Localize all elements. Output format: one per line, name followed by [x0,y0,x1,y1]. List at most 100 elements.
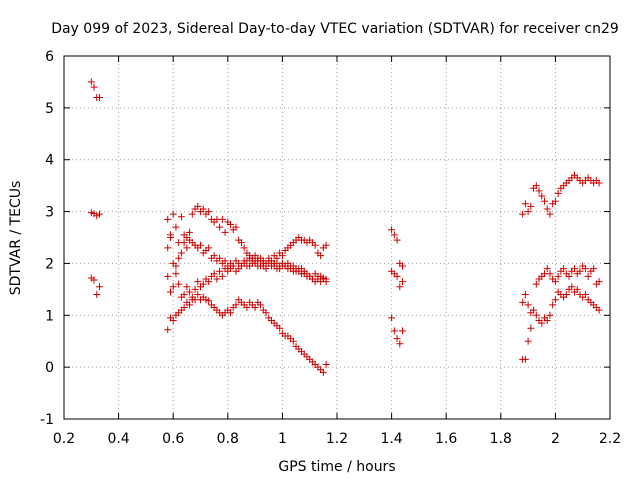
data-point [90,276,98,284]
data-point [565,272,573,280]
data-point [95,283,103,291]
data-point [549,301,557,309]
data-point [218,215,226,223]
data-point [527,202,535,210]
data-point [267,257,275,265]
x-tick-label: 0.4 [107,431,129,447]
data-point [581,291,589,299]
data-point [543,205,551,213]
data-point [183,283,191,291]
data-point [188,210,196,218]
data-point [237,239,245,247]
data-point [93,291,101,299]
y-tick-label: 1 [45,308,54,324]
x-tick-label: 1 [278,431,287,447]
data-point [551,197,559,205]
data-point [388,314,396,322]
data-point [584,272,592,280]
data-point [546,311,554,319]
y-tick-label: 4 [45,153,54,169]
data-point [164,215,172,223]
data-point [595,179,603,187]
data-point [205,278,213,286]
data-point [532,280,540,288]
data-point [543,265,551,273]
data-point [399,327,407,335]
data-point [169,316,177,324]
data-point [551,278,559,286]
x-tick-label: 1.6 [435,431,457,447]
data-point [530,306,538,314]
data-point [276,324,284,332]
y-axis-label: SDTVAR / TECUs [8,181,24,296]
data-point [197,241,204,249]
data-point [180,304,188,312]
data-point [166,288,174,296]
data-point [284,259,292,267]
data-point [568,283,576,291]
data-point [538,192,546,200]
data-point [595,278,603,286]
data-point [524,337,532,345]
data-point [317,252,325,260]
x-axis-tick-labels: 0.2 0.4 0.6 0.8 1 1.2 1.4 1.6 1.8 2 2.2 [53,431,621,447]
data-point [177,249,185,257]
data-point [322,241,330,249]
data-point [186,228,194,236]
chart-title: Day 099 of 2023, Sidereal Day-to-day VTE… [51,21,619,37]
data-point [390,327,398,335]
data-point [289,262,297,270]
data-point [278,252,286,260]
data-point [164,272,172,280]
data-point [576,267,584,275]
grid-lines [64,56,610,419]
data-point [560,265,568,273]
data-point [166,234,174,241]
data-point [205,208,213,216]
data-point [390,231,398,239]
x-tick-label: 1.2 [326,431,348,447]
data-point [388,226,396,234]
data-point [87,78,95,86]
data-point [229,262,237,270]
data-point [399,278,407,286]
data-point [295,265,303,273]
data-point [554,189,562,197]
axis-ticks [63,55,611,420]
data-point [519,298,527,306]
data-point [543,316,551,324]
data-point [276,265,284,273]
data-point [180,291,188,299]
data-point [546,210,554,218]
data-point [322,361,330,369]
data-point [595,306,603,314]
data-point [262,265,270,273]
data-point [210,252,218,260]
y-tick-label: 0 [45,360,54,376]
data-point [240,257,248,265]
data-point [396,283,404,291]
y-tick-label: 6 [45,49,54,65]
data-point [186,288,194,296]
data-point [227,221,235,229]
data-point [524,208,532,216]
data-point [524,301,532,309]
data-point [194,291,202,299]
data-point [532,182,540,190]
data-point [257,257,265,265]
data-point [194,278,202,286]
x-tick-label: 1.4 [380,431,402,447]
data-point [216,223,224,231]
data-point [399,262,407,270]
data-point [519,210,527,218]
data-point [218,272,226,280]
data-point [546,270,554,278]
data-point [393,272,401,280]
data-point [551,296,559,304]
data-point [243,262,251,270]
data-point [573,285,581,293]
data-point [205,297,213,305]
data-point [199,205,207,213]
data-point [521,200,529,208]
